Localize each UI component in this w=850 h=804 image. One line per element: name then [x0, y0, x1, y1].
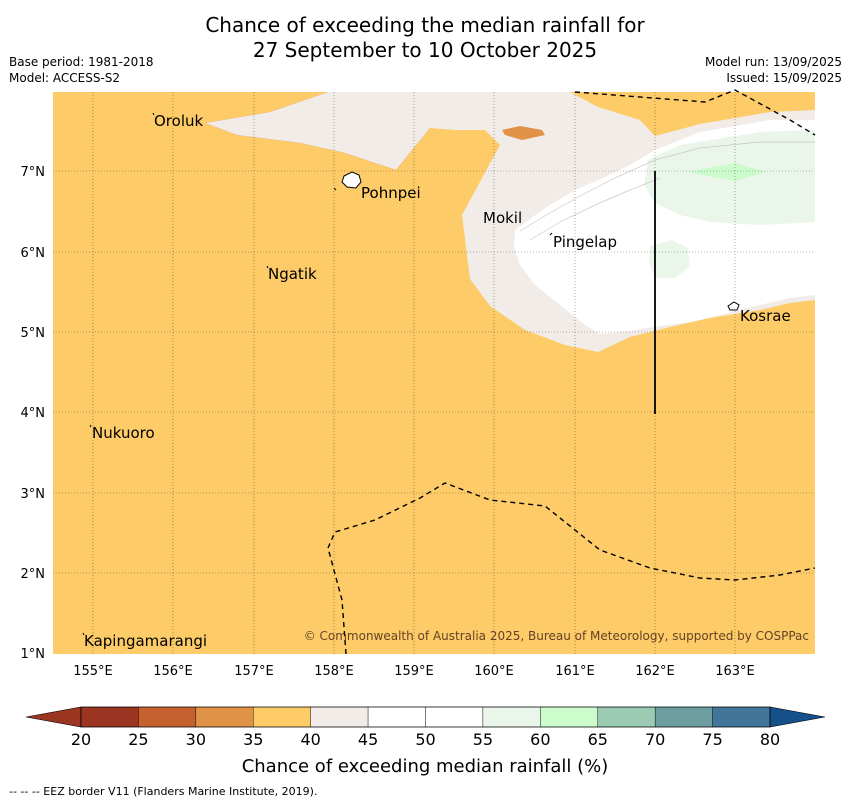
colorbar-over-triangle [769, 706, 826, 728]
x-tick-label: 155°E [73, 664, 113, 679]
colorbar-tick-label: 40 [300, 730, 320, 749]
y-tick-label: 6°N [21, 246, 46, 261]
colorbar-cell [367, 706, 426, 728]
y-tick-label: 4°N [21, 406, 46, 421]
place-labels: Oroluk Pohnpei Mokil Pingelap Ngatik Kos… [84, 112, 791, 650]
contour-line-inner [529, 177, 661, 241]
colorbar-label: Chance of exceeding median rainfall (%) [242, 756, 609, 777]
colorbar-tick-label: 75 [702, 730, 722, 749]
eez-border-north [574, 89, 816, 136]
colorbar: 20 25 30 35 40 45 50 55 60 65 70 75 80 Chance of exc… [25, 706, 826, 777]
colorbar-cell [597, 706, 656, 728]
colorbar-cell [195, 706, 254, 728]
colorbar-tick-label: 80 [760, 730, 780, 749]
colorbar-cells [80, 706, 771, 728]
x-tick-label: 162°E [635, 664, 675, 679]
x-tick-label: 158°E [314, 664, 354, 679]
colorbar-under-triangle [25, 706, 82, 728]
y-tick-label: 3°N [21, 487, 46, 502]
colorbar-cell [482, 706, 541, 728]
y-tick-label: 1°N [21, 647, 46, 662]
place-label: Mokil [483, 209, 522, 227]
model-text: Model: ACCESS-S2 [9, 71, 121, 85]
island-specks [82, 112, 553, 636]
colorbar-tick-label: 70 [645, 730, 665, 749]
title-line-2: 27 September to 10 October 2025 [252, 38, 598, 62]
contour-line-outer [519, 141, 815, 232]
rainfall-map: Oroluk Pohnpei Mokil Pingelap Ngatik Kos… [21, 89, 816, 679]
colorbar-tick-label: 20 [71, 730, 91, 749]
x-tick-label: 160°E [474, 664, 514, 679]
x-tick-label: 157°E [234, 664, 274, 679]
colorbar-tick-label: 25 [128, 730, 148, 749]
place-label: Kapingamarangi [84, 632, 207, 650]
x-tick-label: 163°E [715, 664, 755, 679]
colorbar-cell [540, 706, 598, 728]
colorbar-cell [253, 706, 311, 728]
colorbar-frame [80, 706, 771, 728]
colorbar-tick-label: 50 [415, 730, 435, 749]
y-tick-label: 2°N [21, 567, 46, 582]
grid-lines [53, 92, 815, 654]
colorbar-cell [310, 706, 369, 728]
place-label: Pingelap [553, 233, 617, 251]
colorbar-tick-label: 60 [530, 730, 550, 749]
colorbar-tick-label: 55 [473, 730, 493, 749]
y-tick-label: 5°N [21, 326, 46, 341]
x-tick-label: 156°E [153, 664, 193, 679]
kosrae-island [727, 301, 740, 311]
probability-shading [53, 92, 815, 654]
colorbar-tick-label: 35 [243, 730, 263, 749]
x-axis-ticks: 155°E 156°E 157°E 158°E 159°E 160°E 161°… [73, 664, 755, 679]
meta-left: Base period: 1981-2018 Model: ACCESS-S2 [9, 54, 154, 86]
title-line-1: Chance of exceeding the median rainfall … [205, 13, 645, 37]
colorbar-tick-label: 65 [588, 730, 608, 749]
place-label: Oroluk [154, 112, 203, 130]
colorbar-cell [654, 706, 713, 728]
model-run-text: Model run: 13/09/2025 [704, 55, 842, 69]
x-tick-label: 161°E [555, 664, 595, 679]
colorbar-cell [425, 706, 484, 728]
colorbar-cell [712, 706, 771, 728]
base-period-text: Base period: 1981-2018 [9, 55, 154, 69]
x-tick-label: 159°E [394, 664, 434, 679]
eez-footnote: -- -- -- EEZ border V11 (Flanders Marine… [9, 785, 318, 798]
colorbar-cell [80, 706, 139, 728]
map-title: Chance of exceeding the median rainfall … [0, 13, 850, 63]
place-label: Kosrae [740, 307, 791, 325]
copyright-text: © Commonwealth of Australia 2025, Bureau… [304, 629, 809, 643]
band-60-65 [688, 163, 767, 181]
pohnpei-island [341, 171, 362, 189]
issued-text: Issued: 15/09/2025 [726, 71, 842, 85]
y-tick-label: 7°N [21, 165, 46, 180]
islands [341, 171, 740, 311]
eez-borders [327, 89, 816, 655]
colorbar-tick-labels: 20 25 30 35 40 45 50 55 60 65 70 75 80 [71, 730, 780, 749]
colorbar-cell [138, 706, 197, 728]
colorbar-tick-label: 45 [358, 730, 378, 749]
band-55-60-small [649, 240, 690, 278]
band-30-35-patch [502, 126, 545, 140]
y-axis-ticks: 7°N 6°N 5°N 4°N 3°N 2°N 1°N [21, 165, 46, 662]
place-label: Pohnpei [361, 184, 421, 202]
colorbar-tick-label: 30 [186, 730, 206, 749]
place-label: Ngatik [268, 265, 317, 283]
meta-right: Model run: 13/09/2025 Issued: 15/09/2025 [705, 54, 842, 86]
place-label: Nukuoro [92, 424, 155, 442]
